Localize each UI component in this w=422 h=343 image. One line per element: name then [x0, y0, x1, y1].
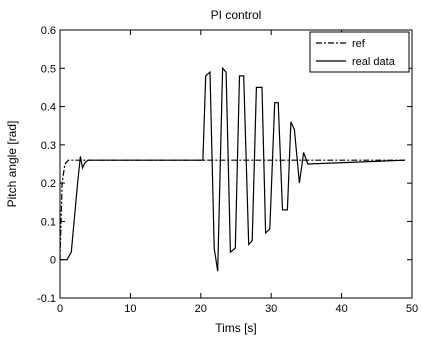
y-tick-label: 0.5 — [41, 63, 56, 75]
y-axis-label: Pitch angle [rad] — [5, 121, 19, 208]
x-tick-label: 20 — [195, 303, 207, 315]
legend-box — [309, 31, 410, 73]
y-tick-label: 0.2 — [41, 178, 56, 190]
plot-area — [59, 29, 413, 299]
y-tick-label: 0.1 — [41, 216, 56, 228]
series-layer — [59, 66, 406, 272]
x-axis-label: Tims [s] — [215, 321, 257, 335]
x-tick-label: 30 — [265, 303, 277, 315]
legend-label-ref: ref — [352, 38, 366, 50]
y-tick-label: 0.4 — [41, 102, 56, 114]
axis-ticks: 0 10 20 30 40 50-0.100.10.20.30.40.50.6 — [37, 25, 418, 315]
y-tick-label: 0.6 — [41, 25, 56, 37]
y-tick-label: 0.3 — [41, 140, 56, 152]
legend: ref real data — [309, 31, 410, 73]
x-tick-label: 10 — [124, 303, 136, 315]
y-tick-label: 0 — [50, 255, 56, 267]
series-line-real-data — [60, 66, 406, 272]
y-tick-label: -0.1 — [37, 293, 56, 305]
x-tick-label: 40 — [335, 303, 347, 315]
legend-label-real-data: real data — [352, 56, 396, 68]
x-tick-label: 0 — [57, 303, 63, 315]
chart-title: PI control — [211, 8, 262, 22]
x-tick-label: 50 — [406, 303, 418, 315]
